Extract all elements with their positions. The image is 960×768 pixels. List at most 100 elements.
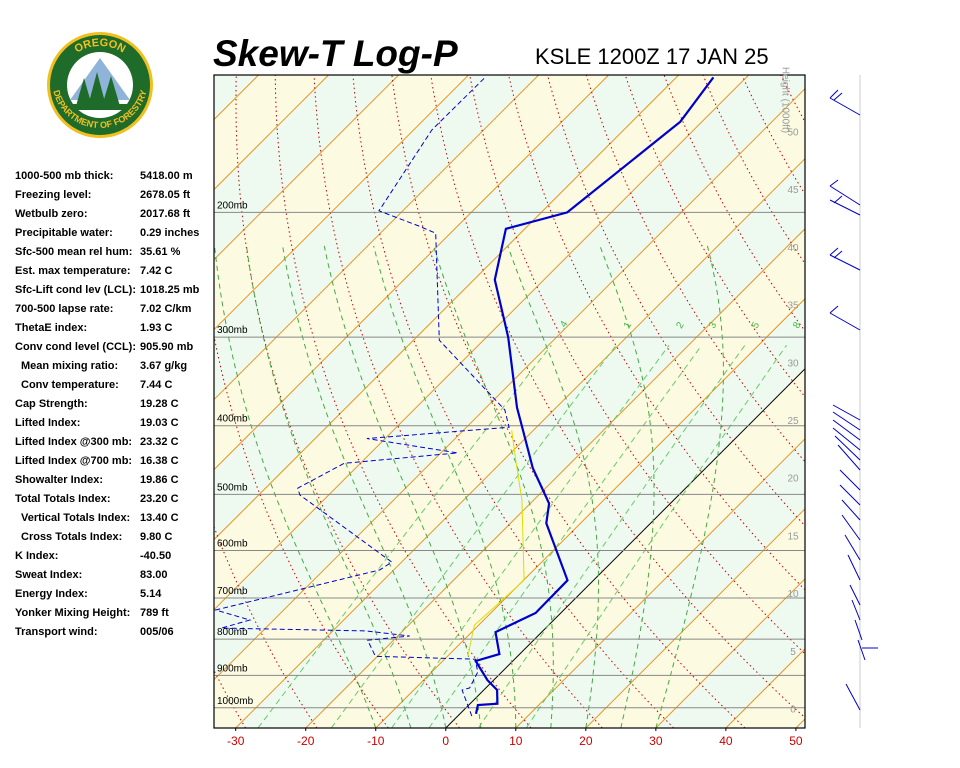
y2-tick-label: 15	[787, 531, 799, 542]
isotherm	[585, 508, 805, 728]
x-tick-label: 30	[649, 734, 663, 748]
index-value: 789 ft	[140, 607, 169, 619]
index-label: Cross Totals Index:	[21, 531, 122, 543]
dry-adiabat	[352, 75, 675, 728]
mixing-ratio-line	[330, 344, 617, 728]
index-value: 83.00	[140, 569, 168, 581]
index-label: Lifted Index:	[15, 417, 80, 429]
y-tick-label: 200mb	[217, 200, 248, 211]
isotherm	[305, 228, 805, 728]
index-value: 23.20 C	[140, 493, 179, 505]
mixing-ratio-label: 8	[791, 320, 804, 331]
dry-adiabat	[430, 75, 805, 719]
y-tick-label: 500mb	[217, 482, 248, 493]
y-tick-label: 900mb	[217, 663, 248, 674]
dry-adiabat	[936, 75, 960, 728]
index-value: 7.44 C	[140, 379, 172, 391]
index-label: Sfc-Lift cond lev (LCL):	[15, 284, 136, 296]
index-value: 5.14	[140, 588, 162, 600]
logo-top: OREGON	[73, 37, 128, 56]
dry-adiabat	[546, 75, 805, 527]
moist-adiabat	[246, 245, 412, 728]
isotherm	[445, 368, 805, 728]
mixing-ratio-label: 3	[707, 320, 720, 331]
isotherm	[795, 718, 805, 728]
isotherm	[235, 158, 805, 728]
subtitle: KSLE 1200Z 17 JAN 25	[535, 44, 769, 69]
index-label: 700-500 lapse rate:	[15, 303, 113, 315]
index-value: 7.02 C/km	[140, 303, 192, 315]
index-label: Yonker Mixing Height:	[15, 607, 130, 619]
y-tick-label: 1000mb	[217, 696, 254, 707]
mixing-ratio-line	[477, 345, 746, 728]
x-tick-label: -20	[297, 734, 315, 748]
y2-tick-label: 45	[787, 185, 799, 196]
index-label: Est. max temperature:	[15, 265, 131, 277]
x-tick-label: -10	[367, 734, 385, 748]
isotherm	[214, 75, 679, 541]
index-label: Total Totals Index:	[15, 493, 111, 505]
index-label: Precipitable water:	[15, 227, 113, 239]
logo: OREGON DEPARTMENT OF FORESTRY	[47, 32, 153, 138]
index-value: 19.03 C	[140, 417, 179, 429]
index-label: ThetaE index:	[15, 322, 87, 334]
y-tick-label: 700mb	[217, 586, 248, 597]
index-label: Freezing level:	[15, 189, 91, 201]
index-value: 5418.00 m	[140, 170, 193, 182]
isotherm	[214, 75, 329, 191]
y-tick-label: 300mb	[217, 325, 248, 336]
isotherm	[515, 438, 805, 728]
moist-adiabat	[655, 245, 724, 728]
moist-adiabat	[323, 245, 482, 728]
temperature-band	[866, 75, 960, 728]
index-value: 2017.68 ft	[140, 208, 190, 220]
moist-adiabat	[214, 245, 377, 728]
y-tick-label: 800mb	[217, 627, 248, 638]
isotherm	[866, 75, 960, 728]
y2-tick-label: 50	[787, 127, 799, 138]
index-label: Lifted Index @700 mb:	[15, 455, 132, 467]
y-tick-label: 600mb	[217, 539, 248, 550]
index-value: 7.42 C	[140, 265, 172, 277]
isotherm	[214, 75, 750, 611]
sounding-line	[467, 430, 525, 657]
wind-barbs	[829, 75, 878, 728]
mixing-ratio-line	[391, 345, 670, 728]
index-value: 35.61 %	[140, 246, 181, 258]
index-label: Wetbulb zero:	[15, 208, 88, 220]
y2-tick-label: 25	[787, 416, 799, 427]
index-label: Cap Strength:	[15, 398, 88, 410]
temperature-band	[214, 88, 805, 728]
temperature-band	[214, 75, 805, 680]
mixing-ratio-label: 2	[674, 320, 687, 331]
dry-adiabat	[585, 75, 805, 463]
logo-top-text: OREGON	[73, 37, 128, 56]
dry-adiabat	[214, 525, 318, 728]
x-tick-label: 20	[579, 734, 593, 748]
x-tick-label: 50	[789, 734, 803, 748]
axes: .4 1 2 3 5 81000mb900mb800mb700mb600mb500mb40…	[217, 67, 804, 748]
isotherm	[214, 75, 469, 331]
isotherm	[655, 578, 805, 728]
y-tick-label: 400mb	[217, 414, 248, 425]
moist-adiabat	[373, 245, 517, 728]
index-value: 905.90 mb	[140, 341, 193, 353]
mixing-ratio-line	[525, 345, 787, 728]
title: Skew-T Log-P	[213, 33, 458, 74]
index-value: 3.67 g/kg	[140, 360, 187, 372]
y2-tick-label: 5	[790, 647, 796, 658]
moist-adiabat	[433, 245, 554, 728]
plot-area	[214, 75, 960, 728]
mixing-ratio-label: 1	[622, 320, 635, 331]
index-value: 13.40 C	[140, 512, 179, 524]
y2-tick-label: 40	[787, 243, 799, 254]
index-value: -40.50	[140, 550, 171, 562]
mixing-ratio-line	[428, 345, 703, 728]
index-label: Sfc-500 mean rel hum:	[15, 246, 132, 258]
dry-adiabat	[780, 75, 805, 123]
isotherm	[375, 298, 805, 728]
moist-adiabat	[599, 245, 655, 728]
index-value: 23.32 C	[140, 436, 179, 448]
dry-adiabat	[624, 75, 805, 398]
x-tick-label: 10	[509, 734, 523, 748]
